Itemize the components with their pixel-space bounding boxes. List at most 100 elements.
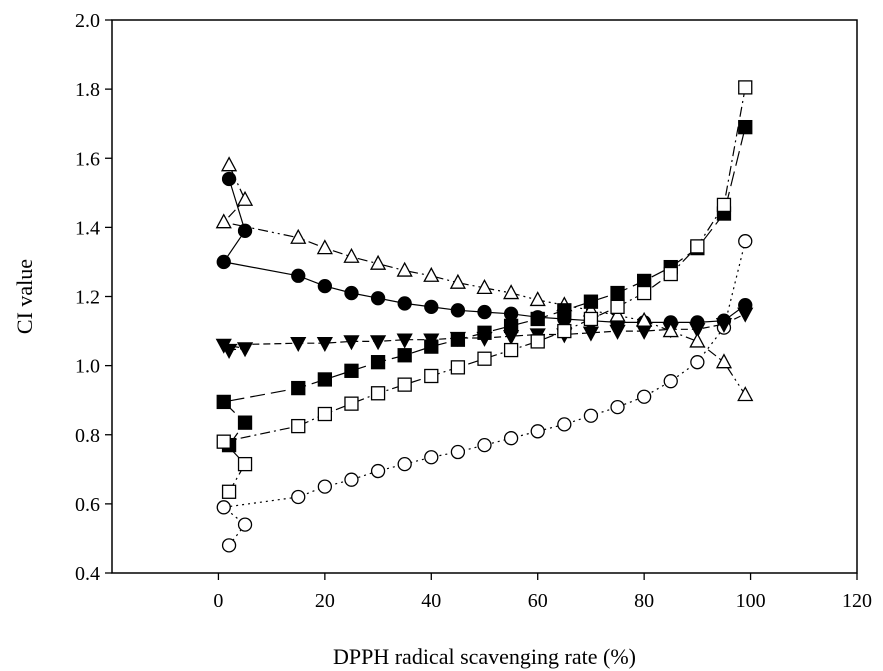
y-tick-label: 1.2 <box>75 287 100 309</box>
data-point <box>317 278 333 294</box>
data-point <box>636 389 652 404</box>
data-point <box>370 463 386 479</box>
data-point <box>369 254 387 270</box>
data-point <box>449 273 466 289</box>
data-point <box>291 418 306 434</box>
y-tick-label: 0.8 <box>75 425 100 447</box>
y-tick-label: 0.6 <box>75 494 100 516</box>
data-point <box>662 322 679 338</box>
series-circle-filled <box>216 171 753 330</box>
data-point <box>557 417 572 432</box>
data-point <box>317 372 333 387</box>
y-tick-label: 0.4 <box>75 563 100 585</box>
data-point <box>396 261 413 277</box>
data-point <box>689 323 706 339</box>
data-point <box>716 197 732 213</box>
data-point <box>317 479 333 494</box>
data-point <box>424 368 439 384</box>
data-point <box>583 311 599 327</box>
data-point <box>344 396 359 411</box>
data-point <box>291 268 306 283</box>
series-line <box>222 241 746 546</box>
data-point <box>344 472 359 487</box>
data-point <box>503 342 519 358</box>
data-point <box>424 299 439 315</box>
data-point <box>423 266 440 282</box>
data-point <box>343 247 360 263</box>
data-point <box>737 307 754 323</box>
x-tick-label: 40 <box>421 590 441 612</box>
data-point <box>291 489 306 505</box>
data-point <box>738 119 753 135</box>
data-point <box>477 351 492 366</box>
series-triangle-up-open <box>215 156 754 402</box>
data-point <box>636 285 652 301</box>
data-point <box>290 228 307 244</box>
data-point <box>396 333 413 349</box>
data-point <box>397 348 412 363</box>
data-point <box>221 538 237 553</box>
x-axis: 0 20 40 60 80 100 120 <box>213 573 872 612</box>
data-point <box>609 324 626 340</box>
data-point <box>530 424 545 439</box>
data-point <box>610 299 625 315</box>
data-point <box>530 334 545 349</box>
data-point <box>369 335 387 351</box>
y-tick-label: 1.0 <box>75 356 100 378</box>
data-point <box>557 323 572 339</box>
data-point <box>636 324 653 340</box>
data-point <box>291 380 306 396</box>
data-point <box>450 332 466 347</box>
data-point <box>503 431 519 446</box>
series-line <box>222 87 746 493</box>
data-point <box>610 399 625 415</box>
x-tick-label: 120 <box>842 590 872 612</box>
data-point <box>663 374 678 389</box>
data-point <box>344 285 359 301</box>
data-point <box>316 337 333 353</box>
data-point <box>450 303 466 318</box>
data-point <box>216 500 231 515</box>
data-point <box>738 234 753 249</box>
x-tick-label: 0 <box>213 590 223 612</box>
data-point <box>216 394 231 410</box>
data-point <box>477 304 492 320</box>
y-axis-label: CI value <box>12 259 37 334</box>
series-layer <box>215 80 754 553</box>
y-tick-label: 1.4 <box>75 217 100 239</box>
data-point <box>397 377 412 392</box>
data-point <box>636 311 653 327</box>
data-point <box>215 213 232 229</box>
data-point <box>477 325 492 340</box>
data-point <box>236 342 254 358</box>
data-point <box>220 156 238 172</box>
data-point <box>503 318 519 334</box>
y-tick-label: 1.6 <box>75 148 100 170</box>
y-tick-label: 2.0 <box>75 10 100 32</box>
x-axis-label: DPPH radical scavenging rate (%) <box>333 644 636 669</box>
data-point <box>221 484 237 499</box>
data-point <box>290 337 307 353</box>
data-point <box>236 190 254 206</box>
data-point <box>583 294 599 309</box>
data-point <box>343 335 360 351</box>
data-point <box>216 434 231 449</box>
data-point <box>397 296 412 311</box>
data-point <box>450 444 466 460</box>
data-point <box>715 317 733 334</box>
data-point <box>583 408 599 423</box>
data-point <box>737 386 754 402</box>
series-square-open <box>216 80 753 499</box>
series-line <box>222 178 746 323</box>
data-point <box>663 266 678 282</box>
data-point <box>221 171 237 187</box>
data-point <box>690 239 705 254</box>
x-tick-label: 80 <box>634 590 654 612</box>
data-point <box>316 239 333 255</box>
series-circle-open <box>216 234 753 553</box>
data-point <box>689 332 706 348</box>
data-point <box>690 355 705 370</box>
data-point <box>582 326 600 342</box>
y-axis: 0.4 0.6 0.8 1.0 1.2 1.4 1.6 1.8 2.0 <box>75 10 112 585</box>
